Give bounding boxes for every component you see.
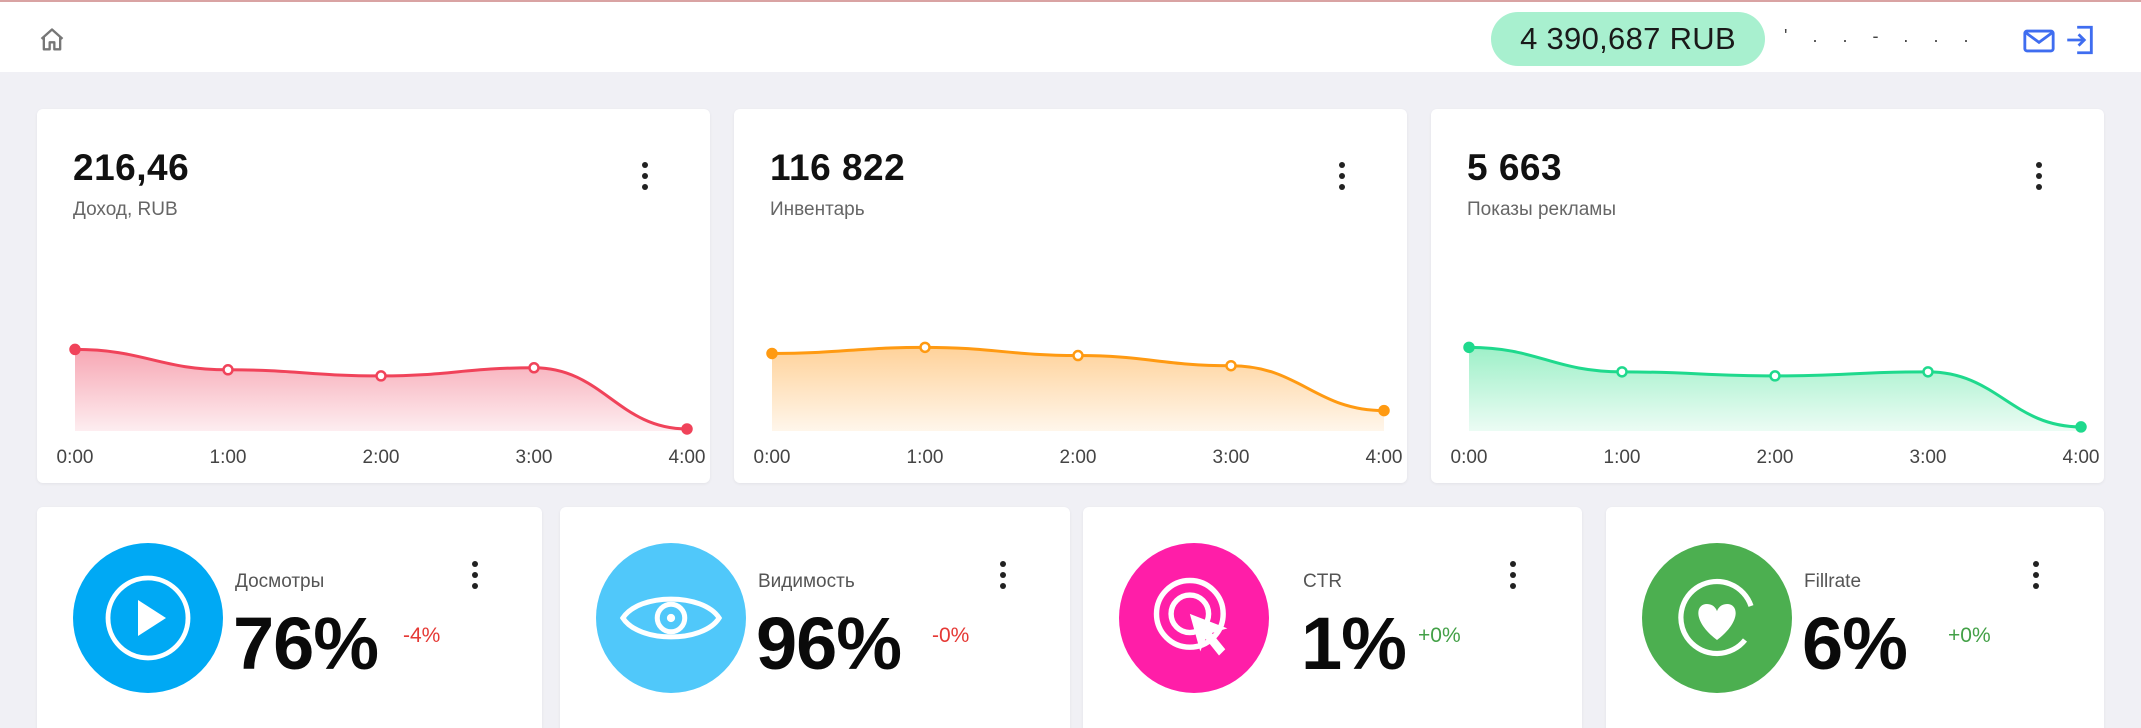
chart-point-end [1380, 406, 1388, 415]
card-menu-button[interactable] [2027, 158, 2051, 194]
ctr-kpi-card: CTR 1% +0% [1083, 507, 1582, 728]
chart-point [919, 341, 931, 354]
chart-point [1922, 366, 1934, 378]
play-icon [105, 575, 191, 661]
kpi-icon-circle [596, 543, 746, 693]
x-tick-label: 1:00 [1604, 447, 1641, 468]
chart-point [528, 362, 540, 374]
chart-point-end [2077, 422, 2085, 431]
x-tick-label: 0:00 [57, 447, 94, 468]
x-tick-label: 2:00 [363, 447, 400, 468]
chart-point-end [683, 424, 691, 433]
chart-point [375, 370, 387, 382]
mail-icon[interactable] [2022, 24, 2056, 58]
kpi-value: 6% [1802, 602, 1908, 685]
card-label: Доход, RUB [73, 199, 178, 220]
chart-point-start [71, 345, 79, 354]
chart-point-start [768, 349, 776, 358]
card-menu-button[interactable] [1501, 557, 1525, 593]
card-menu-button[interactable] [991, 557, 1015, 593]
x-tick-label: 3:00 [516, 447, 553, 468]
balance-badge: 4 390,687 RUB [1491, 12, 1765, 66]
chart-point [1616, 366, 1628, 378]
home-icon[interactable] [38, 26, 66, 54]
x-tick-label: 0:00 [1451, 447, 1488, 468]
card-menu-button[interactable] [2024, 557, 2048, 593]
x-tick-label: 2:00 [1060, 447, 1097, 468]
fillrate-kpi-card: Fillrate 6% +0% [1606, 507, 2104, 728]
income-area-chart: 0:00 1:00 2:00 3:00 4:00 [57, 343, 706, 468]
kpi-icon-circle [73, 543, 223, 693]
inventory-chart-card: 116 822 Инвентарь 0:00 1:00 2:00 3:00 4:00 [734, 109, 1407, 483]
x-tick-label: 0:00 [754, 447, 791, 468]
inventory-area-chart: 0:00 1:00 2:00 3:00 4:00 [754, 341, 1403, 468]
chart-point [222, 364, 234, 376]
kpi-delta: +0% [1948, 624, 1991, 647]
x-tick-label: 4:00 [2063, 447, 2100, 468]
logout-icon[interactable] [2063, 23, 2097, 57]
chart-point [1072, 349, 1084, 362]
card-value: 5 663 [1467, 147, 1563, 188]
kpi-delta: -4% [403, 624, 441, 647]
card-label: Показы рекламы [1467, 199, 1616, 220]
views-kpi-card: Досмотры 76% -4% [37, 507, 542, 728]
kpi-title: Видимость [758, 571, 855, 592]
chart-point-start [1465, 343, 1473, 352]
card-label: Инвентарь [770, 199, 865, 220]
x-tick-label: 4:00 [1366, 447, 1403, 468]
x-tick-label: 1:00 [907, 447, 944, 468]
top-bar: 4 390,687 RUB ' . . - . . . [0, 0, 2141, 72]
kpi-delta: +0% [1418, 624, 1461, 647]
card-menu-button[interactable] [633, 158, 657, 194]
chart-point [1225, 359, 1237, 372]
x-tick-label: 4:00 [669, 447, 706, 468]
kpi-icon-circle [1119, 543, 1269, 693]
card-menu-button[interactable] [1330, 158, 1354, 194]
kpi-title: CTR [1303, 571, 1343, 592]
x-tick-label: 3:00 [1213, 447, 1250, 468]
chart-area-fill [1469, 347, 2081, 431]
heart-icon [1678, 578, 1754, 657]
kpi-title: Fillrate [1804, 571, 1862, 592]
username: ' . . - . . . [1784, 26, 1979, 46]
kpi-value: 76% [233, 602, 379, 685]
x-tick-label: 3:00 [1910, 447, 1947, 468]
ad-impressions-chart-card: 5 663 Показы рекламы 0:00 1:00 2:00 3:00 4:0… [1431, 109, 2104, 483]
card-value: 216,46 [73, 147, 190, 188]
kpi-icon-circle [1642, 543, 1792, 693]
ad-impressions-area-chart: 0:00 1:00 2:00 3:00 4:00 [1451, 341, 2100, 468]
income-chart-card: 216,46 Доход, RUB 0:00 1:00 2:00 3:00 4:00 [37, 109, 710, 483]
x-tick-label: 2:00 [1757, 447, 1794, 468]
kpi-value: 96% [756, 602, 902, 685]
x-tick-label: 1:00 [210, 447, 247, 468]
chart-point [1769, 370, 1781, 382]
kpi-title: Досмотры [235, 571, 325, 592]
card-menu-button[interactable] [463, 557, 487, 593]
visibility-kpi-card: Видимость 96% -0% [560, 507, 1070, 728]
card-value: 116 822 [770, 147, 906, 188]
kpi-delta: -0% [932, 624, 970, 647]
eye-icon [619, 596, 723, 640]
kpi-value: 1% [1301, 602, 1407, 685]
click-target-icon [1153, 577, 1228, 656]
